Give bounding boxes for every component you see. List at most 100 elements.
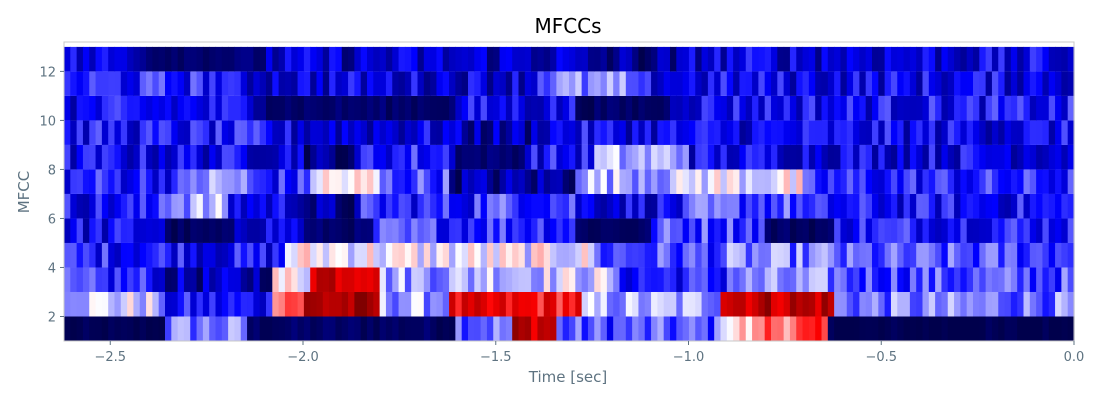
heatmap-cell xyxy=(607,316,614,341)
heatmap-cell xyxy=(537,120,544,145)
heatmap-cell xyxy=(992,292,999,317)
heatmap-cell xyxy=(241,145,248,170)
heatmap-cell xyxy=(954,71,961,96)
heatmap-cell xyxy=(392,120,399,145)
heatmap-cell xyxy=(998,47,1005,72)
heatmap-cell xyxy=(840,292,847,317)
heatmap-cell xyxy=(670,169,677,194)
heatmap-cell xyxy=(638,218,645,243)
heatmap-cell xyxy=(253,316,260,341)
heatmap-cell xyxy=(784,194,791,219)
heatmap-cell xyxy=(771,218,778,243)
heatmap-cell xyxy=(752,194,759,219)
heatmap-cell xyxy=(531,120,538,145)
heatmap-cell xyxy=(335,243,342,268)
heatmap-cell xyxy=(418,145,425,170)
heatmap-cell xyxy=(537,47,544,72)
heatmap-cell xyxy=(746,243,753,268)
heatmap-cell xyxy=(796,71,803,96)
heatmap-cell xyxy=(803,47,810,72)
heatmap-cell xyxy=(695,267,702,292)
heatmap-cell xyxy=(575,47,582,72)
heatmap-cell xyxy=(967,267,974,292)
heatmap-cell xyxy=(897,169,904,194)
heatmap-cell xyxy=(310,47,317,72)
heatmap-cell xyxy=(115,47,122,72)
heatmap-cell xyxy=(474,71,481,96)
heatmap-cell xyxy=(348,120,355,145)
heatmap-cell xyxy=(474,316,481,341)
heatmap-cell xyxy=(563,96,570,121)
heatmap-cell xyxy=(607,47,614,72)
heatmap-cell xyxy=(77,47,84,72)
heatmap-cell xyxy=(272,120,279,145)
heatmap-cell xyxy=(537,292,544,317)
heatmap-cell xyxy=(272,71,279,96)
heatmap-cell xyxy=(594,267,601,292)
heatmap-cell xyxy=(916,169,923,194)
heatmap-cell xyxy=(190,169,197,194)
heatmap-cell xyxy=(159,96,166,121)
heatmap-cell xyxy=(329,243,336,268)
heatmap-cell xyxy=(632,316,639,341)
heatmap-cell xyxy=(815,243,822,268)
heatmap-cell xyxy=(998,316,1005,341)
heatmap-cell xyxy=(77,145,84,170)
heatmap-cell xyxy=(203,47,210,72)
heatmap-cell xyxy=(481,243,488,268)
heatmap-cell xyxy=(973,145,980,170)
heatmap-cell xyxy=(613,47,620,72)
heatmap-cell xyxy=(133,96,140,121)
heatmap-cell xyxy=(815,96,822,121)
heatmap-cell xyxy=(790,120,797,145)
heatmap-cell xyxy=(828,316,835,341)
heatmap-cell xyxy=(506,292,513,317)
heatmap-cell xyxy=(683,71,690,96)
heatmap-cell xyxy=(822,243,829,268)
heatmap-cell xyxy=(910,292,917,317)
heatmap-cell xyxy=(159,316,166,341)
heatmap-cell xyxy=(815,267,822,292)
heatmap-cell xyxy=(436,194,443,219)
heatmap-cell xyxy=(279,267,286,292)
heatmap-cell xyxy=(1011,169,1018,194)
heatmap-cell xyxy=(626,292,633,317)
heatmap-cell xyxy=(992,71,999,96)
heatmap-cell xyxy=(594,120,601,145)
heatmap-cell xyxy=(171,194,178,219)
heatmap-cell xyxy=(411,120,418,145)
heatmap-cell xyxy=(1042,71,1049,96)
heatmap-cell xyxy=(266,145,273,170)
heatmap-cell xyxy=(512,292,519,317)
heatmap-cell xyxy=(500,71,507,96)
heatmap-cell xyxy=(796,243,803,268)
heatmap-cell xyxy=(234,194,241,219)
heatmap-cell xyxy=(184,316,191,341)
heatmap-cell xyxy=(216,120,223,145)
heatmap-cell xyxy=(216,194,223,219)
heatmap-cell xyxy=(550,194,557,219)
heatmap-cell xyxy=(847,316,854,341)
heatmap-cell xyxy=(399,243,406,268)
heatmap-cell xyxy=(203,218,210,243)
heatmap-cell xyxy=(519,218,526,243)
heatmap-cell xyxy=(758,292,765,317)
heatmap-cell xyxy=(721,243,728,268)
heatmap-cell xyxy=(948,194,955,219)
heatmap-cell xyxy=(266,96,273,121)
heatmap-cell xyxy=(1055,316,1062,341)
heatmap-cell xyxy=(1030,96,1037,121)
heatmap-cell xyxy=(115,120,122,145)
heatmap-cell xyxy=(859,47,866,72)
heatmap-cell xyxy=(973,243,980,268)
heatmap-cell xyxy=(96,47,103,72)
heatmap-cell xyxy=(298,47,305,72)
heatmap-cell xyxy=(140,47,147,72)
heatmap-cell xyxy=(550,47,557,72)
heatmap-cell xyxy=(493,71,500,96)
heatmap-cell xyxy=(1017,96,1024,121)
heatmap-cell xyxy=(140,120,147,145)
heatmap-cell xyxy=(544,267,551,292)
heatmap-cell xyxy=(676,96,683,121)
heatmap-cell xyxy=(777,169,784,194)
